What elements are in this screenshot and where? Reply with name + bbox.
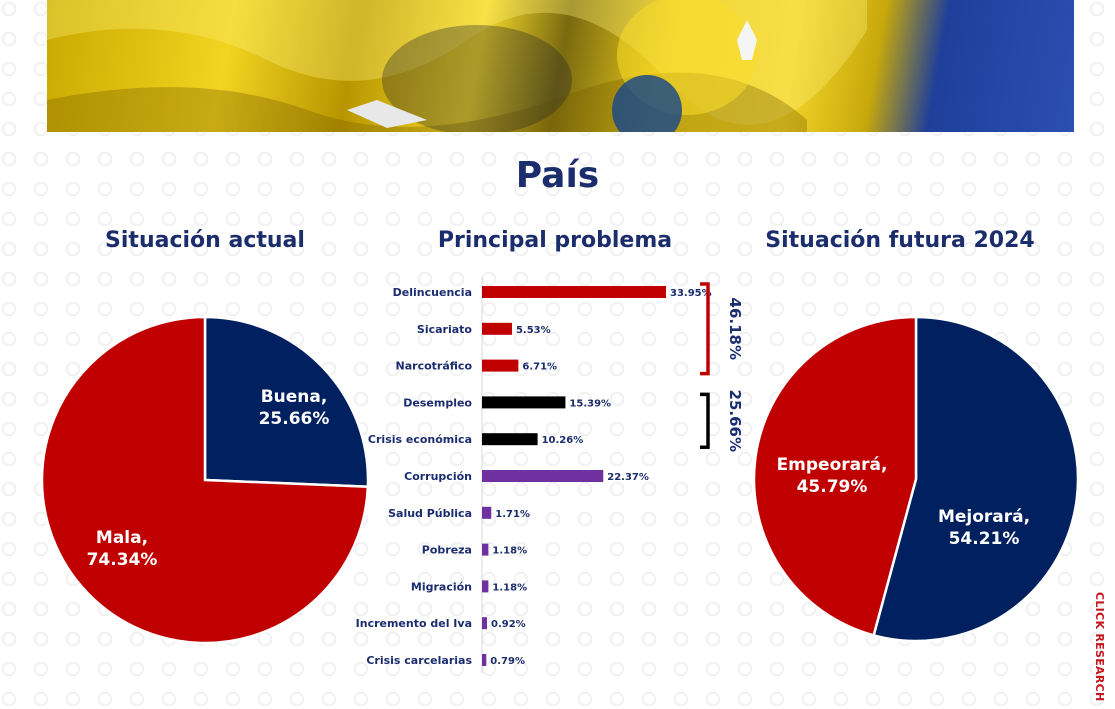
future-situation-slice-mejorará	[872, 315, 1080, 643]
bar-category-label: Narcotráfico	[396, 360, 473, 373]
bar-category-label: Desempleo	[403, 396, 472, 409]
bar-category-label: Salud Pública	[388, 507, 472, 520]
future-situation-value-mejorará: 54.21%	[949, 529, 1020, 549]
future-situation-label-empeorará: Empeorará,	[777, 455, 888, 475]
bar-category-label: Corrupción	[404, 470, 472, 483]
bar-value-label: 6.71%	[522, 362, 557, 373]
bar-value-label: 15.39%	[569, 398, 611, 409]
group-bracket	[700, 282, 710, 376]
current-situation-title: Situación actual	[105, 228, 305, 253]
bar-category-label: Crisis económica	[368, 433, 472, 446]
bar-value-label: 5.53%	[516, 325, 551, 336]
current-situation-value-buena: 25.66%	[259, 409, 330, 429]
bar-value-label: 1.18%	[492, 582, 527, 593]
bar	[482, 654, 487, 666]
future-situation-value-empeorará: 45.79%	[797, 477, 868, 497]
group-bracket	[700, 392, 710, 449]
bar-value-label: 0.92%	[491, 619, 526, 630]
bar	[482, 322, 512, 335]
main-problem-bar-chart: Delincuencia 33.95% Sicariato 5.53% Narcotrá…	[356, 277, 744, 673]
brand-label: CLICK RESEARCH	[1093, 592, 1106, 702]
bar	[482, 543, 489, 556]
current-situation-value-mala: 74.34%	[87, 550, 158, 570]
future-situation-pie-chart: Mejorará,54.21% Empeorará,45.79%	[752, 315, 1080, 643]
bar	[482, 286, 666, 298]
bar	[482, 580, 489, 593]
bar-value-label: 1.71%	[495, 509, 530, 520]
bar	[482, 433, 538, 446]
bar-category-label: Crisis carcelarias	[366, 654, 472, 667]
main-problem-title: Principal problema	[437, 228, 673, 253]
page-title: País	[515, 155, 600, 196]
current-situation-pie-chart: Buena,25.66% Mala,74.34%	[40, 315, 370, 645]
group-total-label: 46.18%	[726, 298, 744, 360]
bar-value-label: 1.18%	[492, 546, 527, 557]
bar	[482, 359, 519, 372]
bar-category-label: Pobreza	[422, 544, 472, 557]
current-situation-label-buena: Buena,	[261, 387, 328, 407]
bar-value-label: 33.95%	[670, 288, 712, 299]
bar-category-label: Incremento del Iva	[356, 617, 472, 630]
bar-value-label: 0.79%	[490, 656, 525, 667]
bar-category-label: Migración	[411, 580, 472, 593]
future-situation-title: Situación futura 2024	[765, 228, 1035, 253]
bar	[482, 470, 604, 482]
bar	[482, 396, 566, 409]
current-situation-slice-buena	[203, 315, 370, 489]
bar-category-label: Delincuencia	[393, 286, 472, 299]
bar-category-label: Sicariato	[417, 323, 473, 336]
bar-value-label: 22.37%	[607, 472, 649, 483]
bar	[482, 506, 492, 519]
flag-banner-image	[47, 0, 1074, 132]
bar	[482, 617, 487, 630]
future-situation-label-mejorará: Mejorará,	[938, 507, 1030, 527]
current-situation-slice-mala	[40, 315, 370, 645]
future-situation-slice-empeorará	[752, 315, 918, 637]
group-total-label: 25.66%	[726, 390, 744, 452]
current-situation-label-mala: Mala,	[96, 528, 148, 548]
bar-value-label: 10.26%	[542, 435, 584, 446]
